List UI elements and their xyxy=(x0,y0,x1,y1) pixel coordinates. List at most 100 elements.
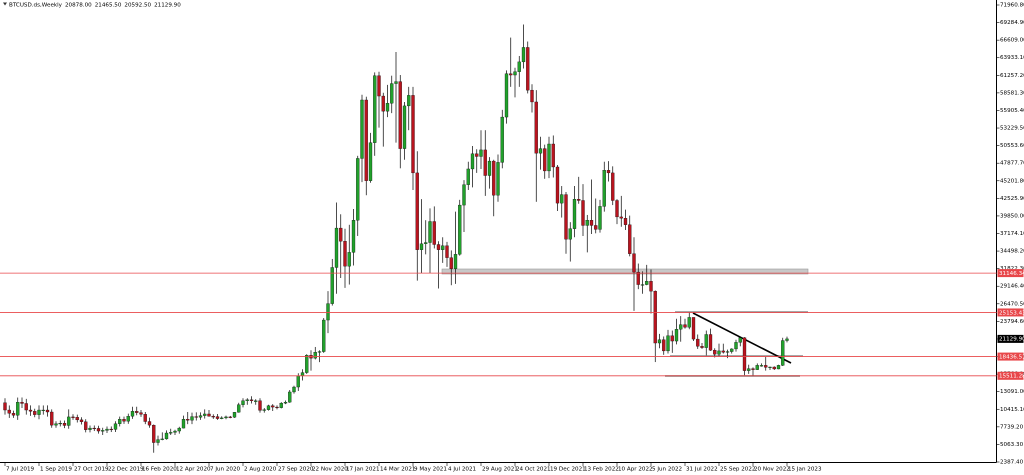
candle-body xyxy=(241,400,245,405)
candle-body xyxy=(768,366,772,368)
candle-body xyxy=(453,254,458,269)
candle-body xyxy=(628,224,632,254)
candle-body xyxy=(436,244,441,250)
candle-body xyxy=(368,142,373,181)
y-tick-label: 66609.00 xyxy=(1000,38,1024,44)
candle-body xyxy=(398,81,402,149)
close-label: 21129.90 xyxy=(154,2,181,8)
candle-body xyxy=(487,160,492,176)
candle-body xyxy=(160,438,164,440)
candle-body xyxy=(500,116,504,163)
candle-body xyxy=(364,99,368,181)
candle-body xyxy=(113,423,118,430)
candle-body xyxy=(772,366,776,370)
candle-body xyxy=(475,153,479,157)
candle-body xyxy=(92,427,96,430)
x-tick-label: 7 Jul 2019 xyxy=(6,467,35,473)
candle-body xyxy=(173,430,177,433)
collapse-icon[interactable] xyxy=(3,2,7,6)
y-tick-label: 58581.30 xyxy=(1000,90,1024,96)
candle-body xyxy=(547,143,551,172)
candle-body xyxy=(24,403,28,411)
candle-body xyxy=(305,355,309,373)
low-label: 20592.50 xyxy=(124,2,151,8)
candle-body xyxy=(543,148,547,172)
candle-body xyxy=(118,419,122,424)
candle-body xyxy=(62,423,67,426)
candle-body xyxy=(666,335,670,352)
candle-body xyxy=(207,413,211,417)
candle-body xyxy=(734,342,738,350)
candle-body xyxy=(568,228,572,240)
chart-header: BTCUSD.ds,Weekly 20878.00 21465.50 20592.50… xyxy=(9,2,181,8)
candle-body xyxy=(37,409,41,415)
candle-body xyxy=(700,346,704,348)
candle-body xyxy=(466,168,470,185)
x-tick-label: 5 Jun 2022 xyxy=(652,467,682,473)
candle-body xyxy=(730,348,734,352)
y-tick-label: 13091.00 xyxy=(1000,389,1024,395)
y-tick-label: 7739.20 xyxy=(1000,424,1024,430)
x-tick-label: 19 Dec 2021 xyxy=(550,467,586,473)
candle-body xyxy=(683,324,687,328)
candle-body xyxy=(470,153,475,170)
candle-body xyxy=(33,411,37,415)
candle-body xyxy=(67,416,71,426)
candle-body xyxy=(343,241,347,267)
candle-body xyxy=(691,317,696,340)
y-tick-label: 5063.30 xyxy=(1000,442,1024,448)
candle-body xyxy=(194,416,198,418)
candle-body xyxy=(415,172,419,250)
candle-body xyxy=(619,216,623,219)
candle-body xyxy=(16,401,20,416)
x-tick-label: 22 Nov 2020 xyxy=(312,467,348,473)
candle-body xyxy=(462,184,466,206)
candle-body xyxy=(300,372,305,377)
candle-body xyxy=(606,170,611,174)
candle-body xyxy=(526,47,530,91)
candle-body xyxy=(738,337,742,343)
candle-body xyxy=(101,430,105,432)
y-tick-label: 37174.10 xyxy=(1000,231,1024,237)
candle-body xyxy=(45,409,50,413)
x-tick-label: 13 Feb 2022 xyxy=(584,467,619,473)
candle-body xyxy=(785,338,789,341)
price-tag xyxy=(997,352,1024,361)
candle-body xyxy=(130,411,135,417)
candle-body xyxy=(54,423,58,426)
candle-body xyxy=(594,225,598,230)
y-tick-label: 50553.60 xyxy=(1000,143,1024,149)
candle-body xyxy=(428,221,432,243)
candle-body xyxy=(645,281,649,285)
candle-body xyxy=(670,335,674,342)
y-tick-label: 45201.80 xyxy=(1000,178,1024,184)
candle-body xyxy=(211,416,215,418)
candle-body xyxy=(71,416,75,418)
y-tick-label: 55905.40 xyxy=(1000,108,1024,114)
x-tick-label: 7 Jun 2020 xyxy=(210,467,241,473)
candle-body xyxy=(7,409,11,414)
y-tick-label: 2387.40 xyxy=(1000,460,1024,466)
candle-body xyxy=(224,416,228,419)
y-tick-label: 29146.40 xyxy=(1000,284,1024,290)
x-tick-label: 31 Jul 2022 xyxy=(686,467,718,473)
candle-body xyxy=(394,81,398,84)
candle-body xyxy=(538,148,543,154)
candle-body xyxy=(713,350,717,355)
candle-body xyxy=(169,432,173,434)
x-tick-label: 22 Dec 2019 xyxy=(108,467,144,473)
candle-body xyxy=(356,158,360,221)
candle-body xyxy=(759,365,764,367)
candle-body xyxy=(517,61,521,72)
candle-body xyxy=(109,428,113,431)
candle-body xyxy=(50,411,54,426)
candle-body xyxy=(381,95,385,112)
candle-body xyxy=(266,405,271,410)
candle-body xyxy=(513,71,517,76)
candle-body xyxy=(322,319,326,352)
candle-body xyxy=(347,252,351,267)
candle-body xyxy=(636,271,640,285)
x-tick-label: 1 Sep 2019 xyxy=(40,467,72,473)
